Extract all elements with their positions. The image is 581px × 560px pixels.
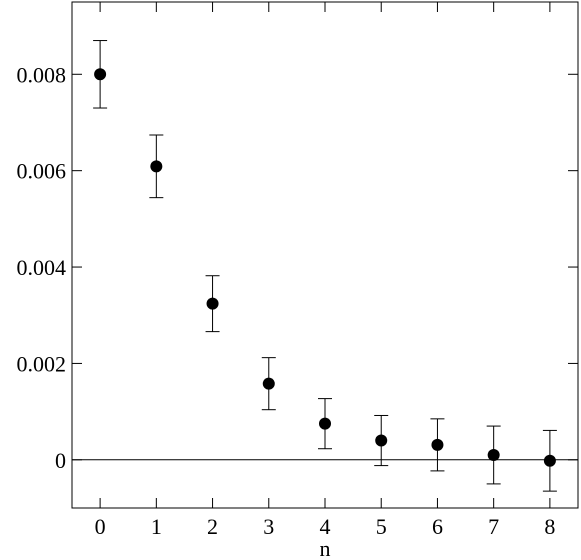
point bbox=[319, 417, 331, 430]
point bbox=[150, 160, 163, 173]
x-tick-label: 7 bbox=[488, 514, 499, 539]
point bbox=[487, 448, 500, 461]
x-tick-label: 6 bbox=[432, 514, 443, 539]
y-tick-label: 0.002 bbox=[17, 351, 67, 376]
point bbox=[431, 438, 444, 451]
x-tick-label: 4 bbox=[320, 514, 331, 539]
point bbox=[543, 454, 556, 467]
x-axis-label: n bbox=[320, 536, 331, 560]
point bbox=[262, 377, 275, 390]
x-tick-label: 1 bbox=[151, 514, 162, 539]
x-tick-label: 2 bbox=[207, 514, 218, 539]
y-tick-label: 0 bbox=[55, 448, 66, 473]
y-tick-label: 0.006 bbox=[17, 159, 67, 184]
x-tick-label: 8 bbox=[544, 514, 555, 539]
x-tick-label: 5 bbox=[376, 514, 387, 539]
y-tick-label: 0.004 bbox=[17, 255, 67, 280]
point bbox=[375, 434, 388, 447]
x-tick-label: 3 bbox=[263, 514, 274, 539]
point bbox=[94, 68, 107, 81]
y-tick-label: 0.008 bbox=[17, 62, 67, 87]
x-tick-label: 0 bbox=[95, 514, 106, 539]
point bbox=[206, 297, 219, 310]
